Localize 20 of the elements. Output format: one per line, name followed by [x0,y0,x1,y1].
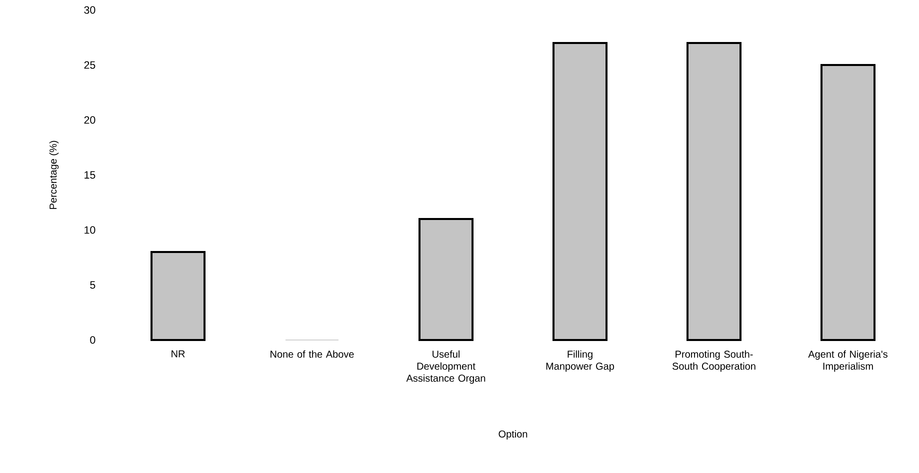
y-tick-label: 30 [84,6,96,14]
bar [552,42,608,341]
bar [150,250,206,341]
x-tick-label: Filling Manpower Gap [546,350,614,372]
y-tick-label: 15 [84,171,96,179]
y-tick-label: 25 [84,61,96,69]
y-tick-label: 20 [84,116,96,124]
bar [820,64,876,341]
y-tick-label: 0 [90,336,96,344]
x-tick-label: Agent of Nigeria's Imperialism [808,350,888,372]
x-tick-label: Useful Development Assistance Organ [406,350,486,384]
x-tick-label: NR [172,350,185,358]
y-axis-title: Percentage (%) [49,140,59,209]
y-tick-label: 5 [90,281,96,289]
bar [686,42,742,341]
bar [418,218,474,341]
x-tick-label: Promoting South-South Cooperation [672,350,756,372]
x-axis-title: Option [498,430,528,440]
x-tick-label: None of the Above [270,350,354,358]
y-tick-label: 10 [84,226,96,234]
